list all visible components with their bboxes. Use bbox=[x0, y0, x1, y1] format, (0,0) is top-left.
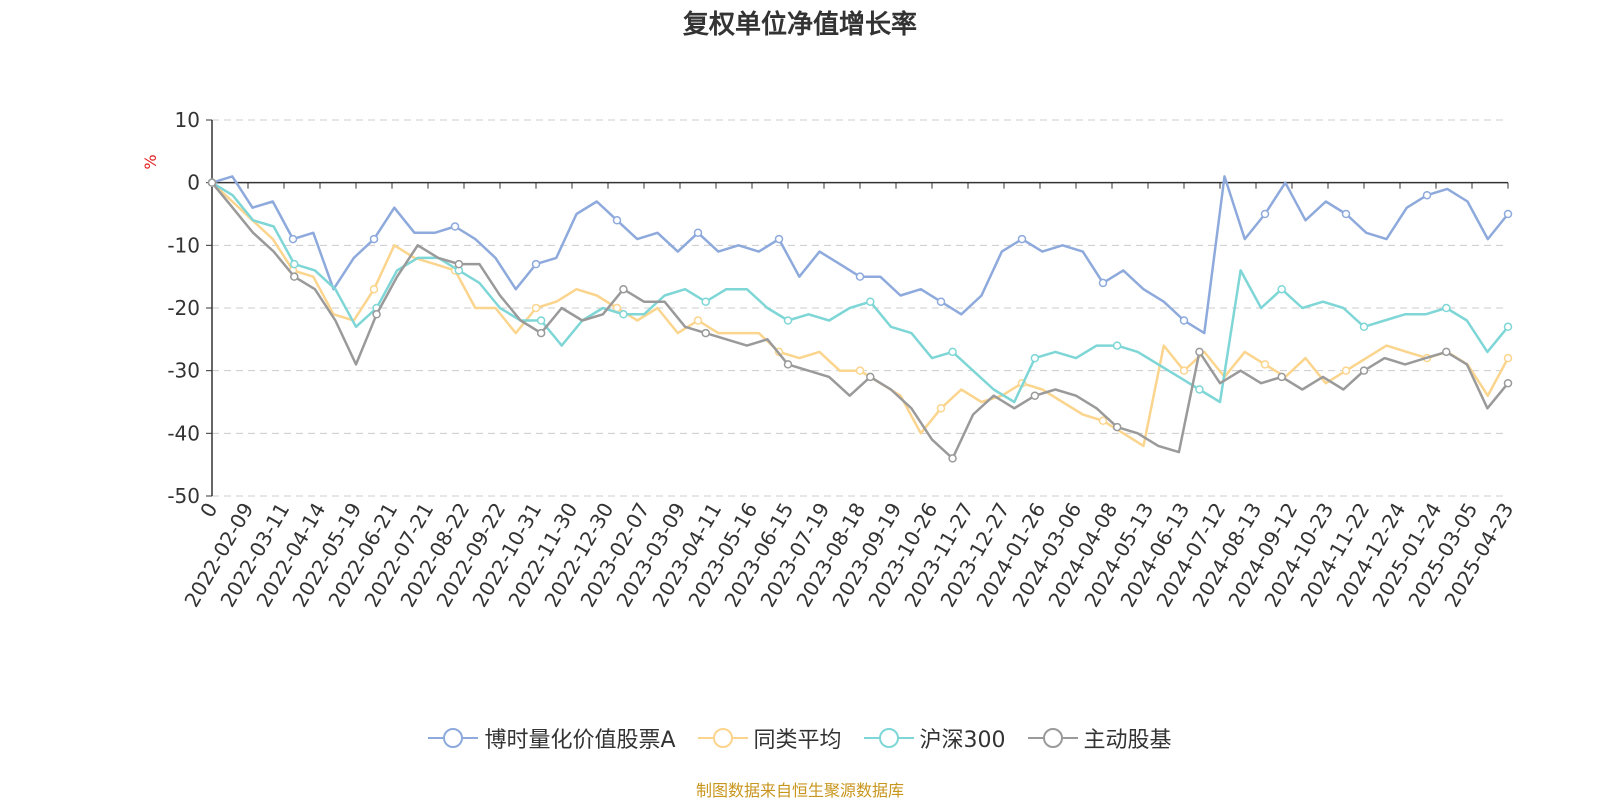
data-point bbox=[450, 222, 460, 231]
data-point bbox=[783, 360, 793, 369]
data-point bbox=[1030, 353, 1040, 363]
data-point bbox=[693, 316, 703, 325]
chart-title: 复权单位净值增长率 bbox=[682, 10, 917, 40]
data-point bbox=[1422, 190, 1432, 200]
data-point bbox=[936, 404, 946, 413]
data-point bbox=[1277, 372, 1286, 382]
legend: 博时量化价值股票A 同类平均 沪深300 主动股基 bbox=[0, 722, 1600, 754]
y-tick-label: -10 bbox=[167, 233, 200, 257]
data-point bbox=[290, 272, 299, 281]
data-point bbox=[531, 259, 541, 269]
data-point bbox=[369, 284, 379, 294]
data-point bbox=[1341, 366, 1351, 375]
data-point bbox=[774, 234, 784, 244]
data-point bbox=[866, 372, 875, 382]
data-point bbox=[1341, 209, 1351, 219]
data-point bbox=[619, 284, 628, 294]
data-point bbox=[207, 178, 217, 187]
data-point bbox=[1098, 278, 1108, 288]
data-point bbox=[536, 328, 546, 338]
data-point bbox=[536, 316, 546, 325]
data-point bbox=[1442, 347, 1451, 357]
data-point bbox=[1359, 322, 1369, 332]
legend-marker-icon bbox=[428, 728, 479, 748]
data-point bbox=[1503, 353, 1513, 363]
legend-marker-icon bbox=[697, 728, 748, 748]
data-point bbox=[701, 297, 710, 306]
data-point bbox=[1017, 234, 1027, 244]
series-line-2 bbox=[211, 181, 1509, 404]
legend-label: 同类平均 bbox=[753, 728, 842, 753]
data-point bbox=[1098, 416, 1108, 426]
y-tick-label: -30 bbox=[167, 359, 200, 383]
data-point bbox=[290, 259, 299, 269]
data-point bbox=[1260, 360, 1270, 369]
legend-label: 主动股基 bbox=[1083, 728, 1172, 753]
y-tick-label: 10 bbox=[175, 108, 200, 132]
data-point bbox=[693, 228, 703, 238]
series-line-3 bbox=[211, 181, 1509, 460]
data-point bbox=[1503, 322, 1513, 332]
data-point bbox=[1112, 341, 1122, 350]
data-point bbox=[948, 454, 957, 463]
legend-item[interactable]: 同类平均 bbox=[697, 722, 842, 754]
legend-item[interactable]: 主动股基 bbox=[1027, 722, 1172, 754]
data-point bbox=[1359, 366, 1369, 375]
data-point bbox=[1503, 209, 1513, 219]
data-point bbox=[1030, 391, 1040, 400]
data-point bbox=[701, 328, 710, 338]
data-point bbox=[1179, 366, 1189, 375]
data-point bbox=[612, 216, 622, 225]
data-point bbox=[1503, 378, 1513, 388]
data-point bbox=[1442, 303, 1451, 313]
data-point bbox=[288, 234, 298, 244]
data-point bbox=[531, 303, 541, 313]
series-line-0 bbox=[211, 175, 1509, 335]
legend-marker-icon bbox=[1027, 728, 1078, 748]
legend-item[interactable]: 博时量化价值股票A bbox=[428, 722, 676, 754]
source-note: 制图数据来自恒生聚源数据库 bbox=[695, 781, 904, 800]
data-point bbox=[369, 234, 379, 244]
data-point bbox=[454, 259, 464, 269]
data-point bbox=[1277, 284, 1286, 294]
y-tick-label: -20 bbox=[167, 296, 200, 320]
axes: 100-10-20-30-40-50%02022-02-092022-03-11… bbox=[141, 108, 1518, 611]
data-point bbox=[948, 347, 957, 357]
data-point bbox=[1195, 347, 1204, 357]
data-point bbox=[372, 310, 381, 319]
data-point bbox=[619, 310, 628, 319]
data-point bbox=[1195, 385, 1204, 394]
y-tick-label: -40 bbox=[167, 421, 200, 445]
data-point bbox=[783, 316, 793, 325]
y-axis-label: % bbox=[141, 154, 160, 169]
y-tick-label: 0 bbox=[187, 171, 200, 195]
data-point bbox=[1179, 316, 1189, 325]
data-point bbox=[855, 272, 865, 281]
data-point bbox=[1260, 209, 1270, 219]
x-tick-label: 0 bbox=[195, 499, 222, 522]
y-tick-label: -50 bbox=[167, 484, 200, 508]
data-point bbox=[936, 297, 946, 306]
legend-label: 博时量化价值股票A bbox=[484, 728, 676, 753]
legend-item[interactable]: 沪深300 bbox=[863, 722, 1006, 754]
grid-lines bbox=[212, 119, 1508, 497]
legend-label: 沪深300 bbox=[919, 728, 1006, 753]
data-point bbox=[866, 297, 875, 306]
data-point bbox=[1112, 422, 1122, 432]
legend-marker-icon bbox=[863, 728, 914, 748]
data-point bbox=[855, 366, 865, 375]
series-lines bbox=[207, 175, 1513, 463]
